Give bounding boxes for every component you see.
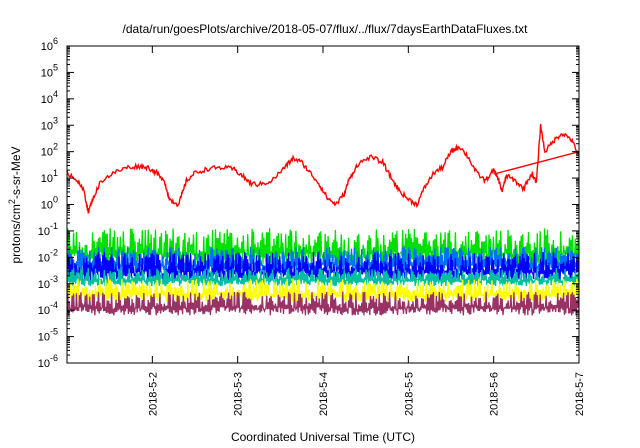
y-tick-label: 100 bbox=[41, 195, 58, 212]
series-band-7 bbox=[67, 291, 579, 316]
y-tick-label: 10-1 bbox=[38, 221, 58, 238]
y-tick-label: 10-6 bbox=[38, 353, 58, 370]
y-tick-label: 102 bbox=[41, 142, 58, 159]
y-tick-label: 101 bbox=[41, 168, 58, 185]
series-line-1 bbox=[493, 150, 579, 175]
y-axis-title: protons/cm2-s-sr-MeV bbox=[7, 146, 23, 263]
y-tick-label: 10-4 bbox=[38, 300, 58, 317]
x-tick-label: 2018-5-2 bbox=[147, 372, 159, 416]
x-tick-label: 2018-5-4 bbox=[318, 372, 330, 416]
series-layer bbox=[67, 123, 579, 316]
y-tick-label: 10-5 bbox=[38, 327, 58, 344]
x-tick-label: 2018-5-5 bbox=[403, 372, 415, 416]
y-axis: 106 105 104 103 102 101 100 10-1 10-2 10-3 10-4 10-… bbox=[38, 36, 579, 370]
y-tick-label: 104 bbox=[41, 89, 58, 106]
series-line-0 bbox=[67, 123, 579, 214]
x-axis: 2018-5-2 2018-5-3 2018-5-4 2018-5-5 2018-5-6… bbox=[66, 46, 586, 416]
x-axis-title: Coordinated Universal Time (UTC) bbox=[231, 430, 415, 444]
chart-title: /data/run/goesPlots/archive/2018-05-07/f… bbox=[123, 22, 529, 36]
y-tick-label: 10-3 bbox=[38, 274, 58, 291]
plot-frame bbox=[66, 45, 580, 364]
y-tick-label: 105 bbox=[41, 62, 58, 79]
y-tick-label: 106 bbox=[41, 36, 58, 53]
x-tick-label: 2018-5-6 bbox=[489, 372, 501, 416]
y-tick-label: 103 bbox=[41, 115, 58, 132]
x-tick-label: 2018-5-3 bbox=[233, 372, 245, 416]
y-tick-label: 10-2 bbox=[38, 247, 58, 264]
x-tick-label: 2018-5-7 bbox=[574, 372, 586, 416]
series-band-5 bbox=[67, 267, 579, 287]
